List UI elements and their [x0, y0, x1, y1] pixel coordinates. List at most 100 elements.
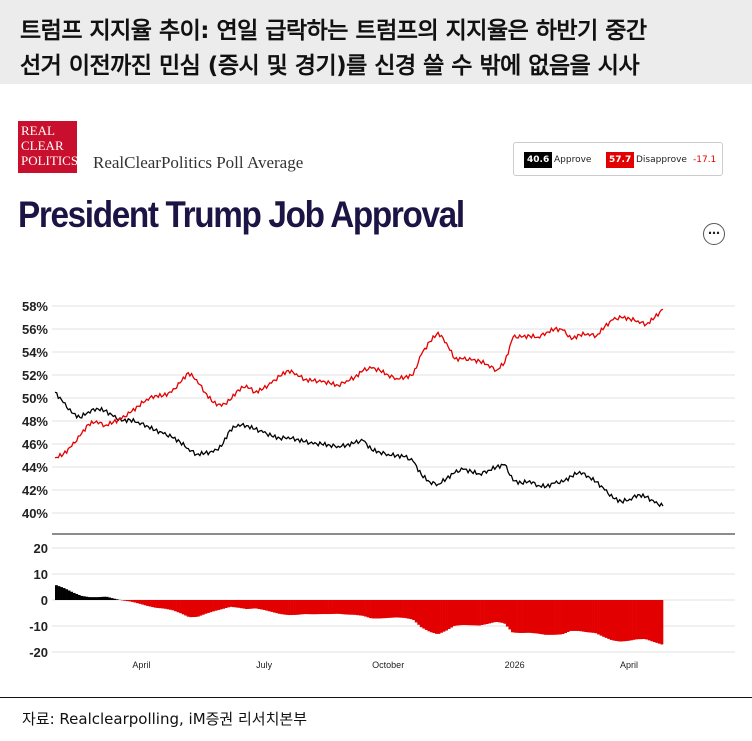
spread-bar — [460, 600, 464, 626]
spread-bar — [571, 600, 575, 631]
spread-bar — [455, 600, 459, 626]
y-tick-label: 40% — [22, 506, 48, 521]
spread-bar — [321, 600, 324, 615]
spread-bar — [488, 600, 492, 624]
spread-bar — [328, 600, 332, 615]
spread-bar — [402, 600, 405, 618]
spread-bar — [404, 600, 408, 619]
spread-bar — [597, 600, 600, 635]
footer-divider — [0, 697, 752, 698]
spread-bar — [98, 597, 101, 600]
x-tick-label: July — [256, 660, 273, 670]
y-tick-label: 48% — [22, 414, 48, 429]
spread-y-tick-label: -10 — [29, 619, 48, 634]
spread-bar — [622, 600, 626, 642]
more-options-icon[interactable]: ⋯ — [703, 223, 725, 245]
spread-bar — [632, 600, 636, 640]
spread-bar — [505, 600, 509, 627]
spread-bar — [376, 600, 380, 619]
spread-bar — [429, 600, 433, 633]
spread-bar — [359, 600, 362, 616]
spread-bar — [115, 599, 119, 600]
spread-bar — [419, 600, 423, 628]
spread-bar — [57, 586, 61, 600]
x-tick-label: October — [372, 660, 404, 670]
spread-bar — [366, 600, 370, 618]
spread-bar — [224, 600, 228, 609]
spread-bar — [559, 600, 562, 635]
spread-bar — [447, 600, 451, 629]
spread-bar — [275, 600, 279, 614]
spread-bar — [156, 600, 160, 608]
spread-bar — [181, 600, 185, 615]
spread-bar — [227, 600, 231, 608]
spread-bar — [528, 600, 532, 633]
spread-bar — [315, 600, 319, 615]
spread-bar — [262, 600, 266, 610]
spread-y-tick-label: 0 — [41, 593, 48, 608]
spread-bar — [660, 600, 664, 645]
spread-bar — [293, 600, 296, 615]
spread-bar — [503, 600, 507, 624]
spread-bar — [554, 600, 557, 635]
spread-bar — [533, 600, 537, 634]
spread-bar — [146, 600, 150, 606]
spread-bar — [614, 600, 618, 641]
spread-bar — [635, 600, 638, 640]
spread-bar — [242, 600, 246, 609]
spread-bar — [655, 600, 659, 643]
y-tick-label: 44% — [22, 460, 48, 475]
spread-bar — [222, 600, 226, 609]
spread-bar — [391, 600, 395, 618]
spread-bar — [90, 597, 94, 600]
spread-bar — [85, 596, 89, 600]
spread-bar — [594, 600, 598, 634]
spread-bar — [386, 600, 390, 618]
spread-bar — [617, 600, 621, 642]
spread-bar — [457, 600, 461, 626]
spread-bar — [176, 600, 180, 613]
spread-bar — [300, 600, 304, 615]
spread-bar — [214, 600, 218, 611]
spread-bar — [113, 598, 117, 600]
y-tick-label: 50% — [22, 391, 48, 406]
spread-bar — [169, 600, 172, 610]
rcp-logo[interactable]: REAL CLEAR POLITICS — [18, 121, 79, 173]
x-tick-label: April — [132, 660, 150, 670]
spread-bar — [508, 600, 512, 630]
spread-bar — [397, 600, 400, 618]
chart-title: President Trump Job Approval — [18, 194, 465, 235]
spread-bar — [70, 591, 74, 600]
spread-bar — [77, 594, 81, 600]
spread-bar — [409, 600, 413, 620]
logo-text-3: POLITICS — [21, 153, 79, 168]
spread-bar — [523, 600, 527, 633]
spread-bar — [131, 600, 134, 602]
spread-bar — [207, 600, 210, 613]
spread-bar — [564, 600, 568, 633]
spread-bar — [75, 593, 79, 600]
spread-bar — [128, 600, 132, 602]
spread-bar — [95, 597, 99, 600]
spread-bar — [272, 600, 276, 613]
y-tick-label: 58% — [22, 299, 48, 314]
spread-bar — [599, 600, 603, 636]
spread-bar — [237, 600, 241, 608]
spread-bar — [346, 600, 350, 615]
spread-bar — [417, 600, 421, 625]
spread-bar — [541, 600, 545, 635]
spread-bar — [201, 600, 205, 615]
y-tick-label: 54% — [22, 345, 48, 360]
spread-bar — [424, 600, 428, 630]
poll-average-title: RealClearPolitics Poll Average — [93, 153, 304, 172]
spread-bar — [234, 600, 238, 608]
spread-bar — [247, 600, 251, 609]
spread-bar — [371, 600, 375, 619]
spread-bar — [536, 600, 540, 634]
spread-bar — [141, 600, 144, 605]
series-line-approve — [54, 391, 664, 508]
spread-bar — [313, 600, 317, 615]
spread-bar — [518, 600, 522, 633]
spread-bar — [498, 600, 502, 623]
spread-bar — [645, 600, 649, 640]
